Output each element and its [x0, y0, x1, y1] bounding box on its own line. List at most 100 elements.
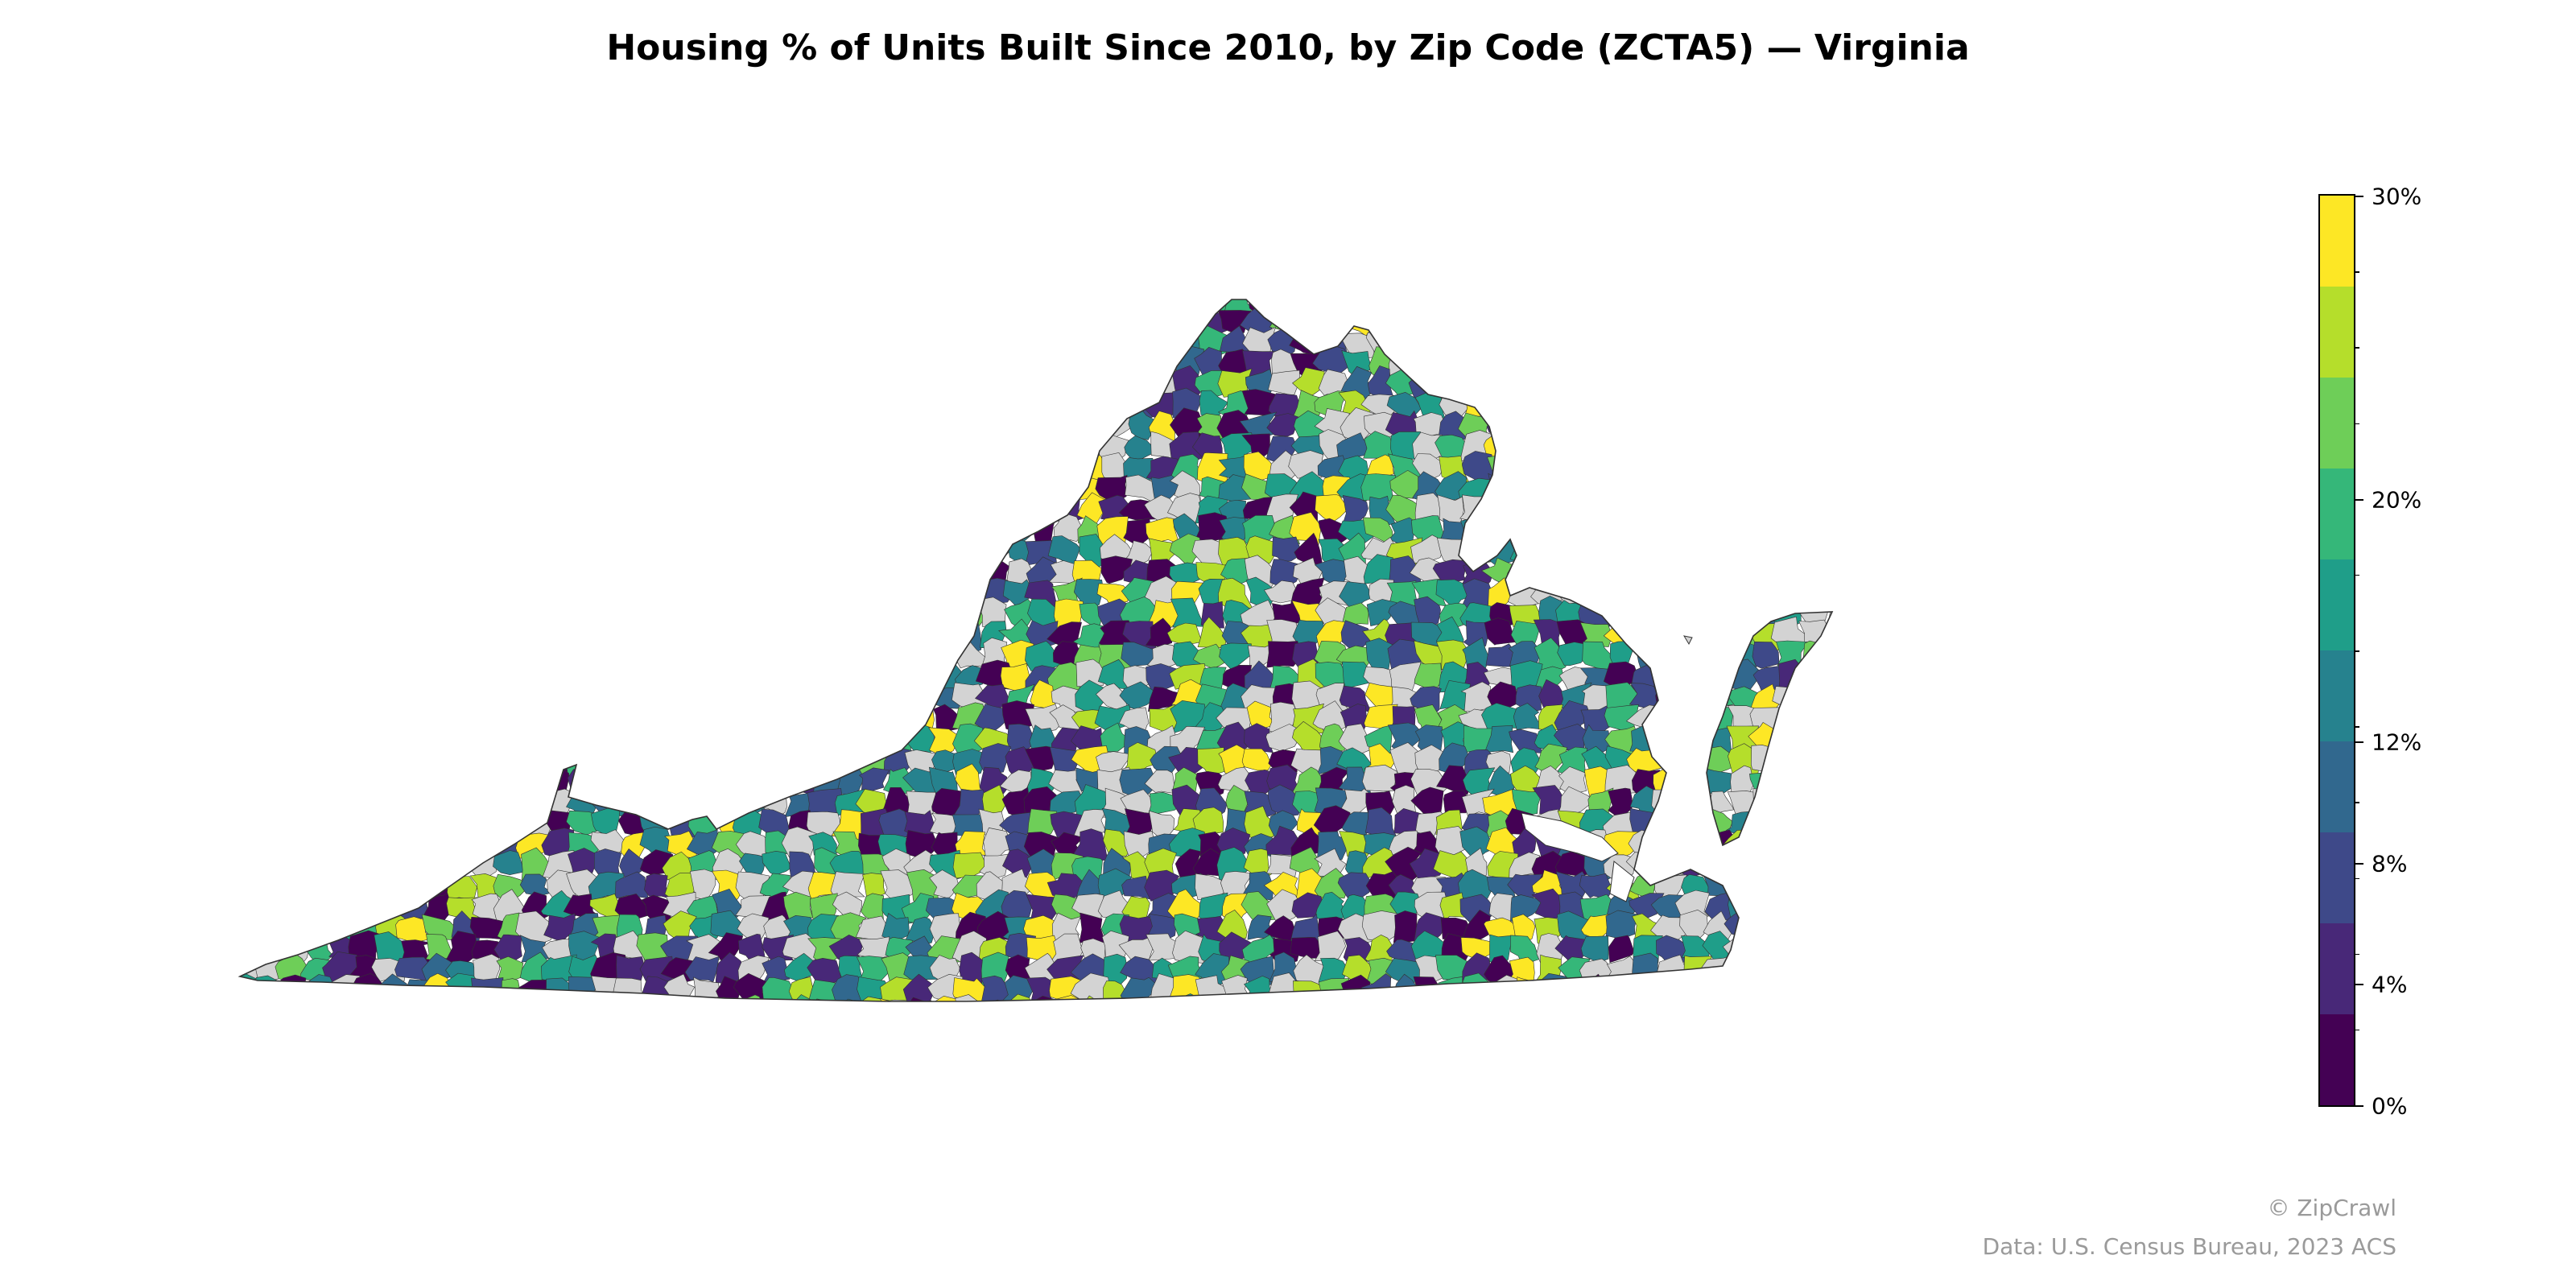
zcta-region [1462, 997, 1494, 1001]
zcta-region [978, 454, 1013, 486]
colorbar-minor-tick [2354, 953, 2359, 956]
zcta-region [299, 786, 332, 820]
zcta-region [662, 328, 697, 356]
zcta-region [302, 807, 335, 838]
zcta-region [758, 390, 798, 422]
zcta-region [1820, 575, 1832, 608]
zcta-region [733, 307, 769, 339]
zcta-region [1680, 514, 1715, 544]
zcta-region [736, 326, 766, 357]
zcta-region [1798, 493, 1827, 526]
zcta-region [1605, 538, 1636, 568]
zcta-region [400, 873, 432, 905]
zcta-region [1509, 308, 1542, 340]
zcta-region [375, 371, 407, 400]
zcta-region [928, 995, 961, 1001]
zcta-region [786, 410, 819, 444]
zcta-region [1510, 894, 1544, 922]
zcta-region [299, 516, 333, 550]
zcta-region [1004, 497, 1032, 523]
zcta-region [518, 325, 552, 360]
zcta-region [1025, 745, 1057, 773]
zcta-region [542, 474, 578, 505]
zcta-region [1313, 805, 1352, 837]
zcta-region [1775, 559, 1812, 588]
zcta-region [663, 515, 696, 543]
zcta-region [324, 471, 359, 505]
zcta-region [1748, 873, 1785, 904]
zcta-region [514, 993, 556, 1001]
zcta-region [952, 431, 987, 463]
zcta-region [717, 307, 744, 339]
zcta-region [857, 455, 890, 486]
zcta-region [642, 431, 672, 462]
zcta-region [711, 388, 748, 423]
zcta-region [716, 746, 749, 777]
colorbar-tick-label: 30% [2372, 183, 2422, 210]
zcta-region [279, 830, 309, 857]
zcta-region [732, 660, 770, 688]
zcta-region [471, 304, 502, 335]
zcta-region [1603, 324, 1640, 359]
zcta-region [663, 493, 696, 528]
zcta-region [1195, 873, 1232, 900]
zcta-region [636, 661, 670, 694]
colorbar-tick-label: 20% [2372, 486, 2422, 514]
zcta-region [687, 329, 718, 357]
zcta-region [879, 621, 914, 653]
zcta-region [618, 557, 650, 585]
zcta-region [1562, 976, 1585, 1001]
zcta-region [734, 473, 769, 502]
zcta-region [571, 475, 597, 506]
zcta-region [1828, 415, 1832, 440]
zcta-region [277, 889, 311, 921]
zcta-region [425, 494, 456, 527]
zcta-region [902, 663, 936, 694]
zcta-region [543, 429, 576, 460]
zcta-region [950, 450, 985, 484]
zcta-region [376, 390, 407, 420]
zcta-region [375, 688, 407, 712]
zcta-region [448, 832, 477, 861]
zcta-region [832, 641, 866, 675]
zcta-region [492, 680, 528, 712]
zcta-region [1780, 387, 1809, 420]
zcta-region [854, 299, 889, 313]
zcta-region [886, 577, 912, 609]
zcta-region [1554, 700, 1592, 737]
zcta-region [1806, 892, 1829, 923]
zcta-region [1294, 306, 1326, 337]
zcta-region [1508, 325, 1540, 361]
zcta-region [491, 724, 526, 756]
zcta-region [1821, 599, 1832, 633]
zcta-region [1775, 431, 1808, 462]
zcta-region [1580, 914, 1611, 940]
zcta-region [255, 849, 288, 885]
zcta-region [253, 328, 289, 357]
zcta-region [1703, 869, 1738, 897]
zcta-region [419, 513, 455, 549]
zcta-region [1512, 976, 1539, 1001]
zcta-region [394, 683, 435, 716]
zcta-region [1607, 993, 1638, 1001]
zcta-region [399, 472, 431, 507]
zcta-region [493, 641, 527, 674]
zcta-region [1051, 307, 1082, 335]
zcta-region [783, 374, 819, 401]
zcta-region [299, 661, 337, 693]
zcta-region [1630, 450, 1663, 481]
zcta-region [1774, 516, 1809, 547]
zcta-region [665, 389, 700, 415]
zcta-region [539, 299, 579, 319]
zcta-region [661, 603, 699, 632]
zcta-region [1435, 579, 1471, 610]
zcta-region [927, 727, 958, 757]
zcta-region [324, 328, 356, 355]
zcta-region [807, 347, 839, 378]
zcta-region [709, 473, 749, 506]
zcta-region [1389, 469, 1423, 499]
zcta-region [1241, 934, 1281, 963]
colorbar-minor-tick [2354, 271, 2359, 273]
zcta-region [497, 373, 528, 403]
zcta-region [1024, 409, 1061, 440]
